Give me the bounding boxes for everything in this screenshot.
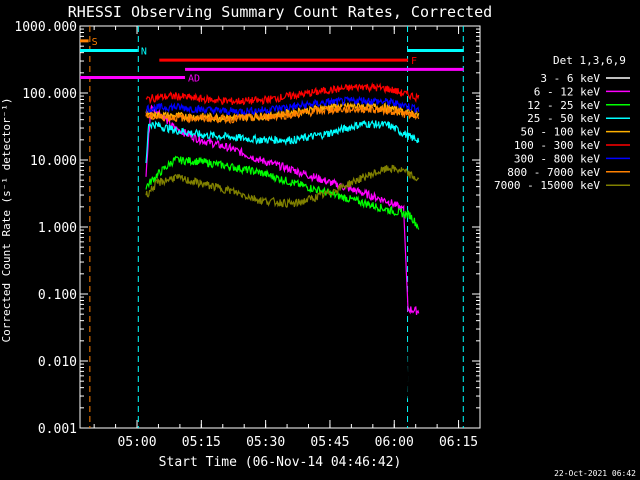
x-tick-label: 05:30 [246, 435, 285, 450]
y-tick-label: 1.000 [38, 221, 77, 236]
series-line [145, 104, 420, 315]
state-bar-label: F [411, 56, 417, 67]
chart-title: RHESSI Observing Summary Count Rates, Co… [68, 3, 492, 21]
y-tick-label: 0.100 [38, 288, 77, 303]
legend-label: 100 - 300 keV [514, 139, 600, 152]
plot-frame [79, 25, 481, 429]
y-tick-label: 0.010 [38, 355, 77, 370]
series-line [145, 95, 420, 117]
x-tick-label: 05:15 [182, 435, 221, 450]
legend-label: 12 - 25 keV [527, 99, 600, 112]
state-bar-label: N [141, 47, 147, 58]
axis-ticks: 1000.000 100.000 10.000 1.000 0.100 0.010 0.00… [14, 20, 480, 450]
y-tick-label: 0.001 [38, 422, 77, 437]
x-axis-label: Start Time (06-Nov-14 04:46:42) [159, 455, 402, 470]
x-tick-label: 05:00 [117, 435, 156, 450]
series-line [145, 191, 420, 402]
legend-label: 7000 - 15000 keV [494, 179, 600, 192]
legend-label: 3 - 6 keV [540, 72, 600, 85]
legend-label: 300 - 800 keV [514, 152, 600, 165]
series-line [145, 104, 420, 125]
footer-date: 22-Oct-2021 06:42 [554, 469, 636, 478]
y-tick-label: 100.000 [22, 87, 77, 102]
y-tick-label: 10.000 [30, 154, 77, 169]
state-bar-label: AD [188, 74, 200, 85]
series-line [145, 164, 420, 208]
y-tick-label: 1000.000 [14, 20, 77, 35]
legend-label: 25 - 50 keV [527, 112, 600, 125]
series-line [145, 155, 420, 230]
series-group [145, 81, 420, 402]
legend-label: 6 - 12 keV [534, 85, 601, 98]
state-bars: S N F AD [80, 37, 464, 85]
state-bar-label: S [92, 37, 98, 48]
legend-title: Det 1,3,6,9 [553, 54, 626, 67]
y-axis-label: Corrected Count Rate (s⁻¹ detector⁻¹) [0, 97, 13, 342]
x-tick-label: 06:00 [375, 435, 414, 450]
legend-label: 800 - 7000 keV [507, 166, 600, 179]
x-tick-label: 05:45 [310, 435, 349, 450]
legend-label: 50 - 100 keV [521, 126, 601, 139]
series-line [145, 81, 420, 106]
x-tick-label: 06:15 [439, 435, 478, 450]
series-line [145, 119, 420, 164]
